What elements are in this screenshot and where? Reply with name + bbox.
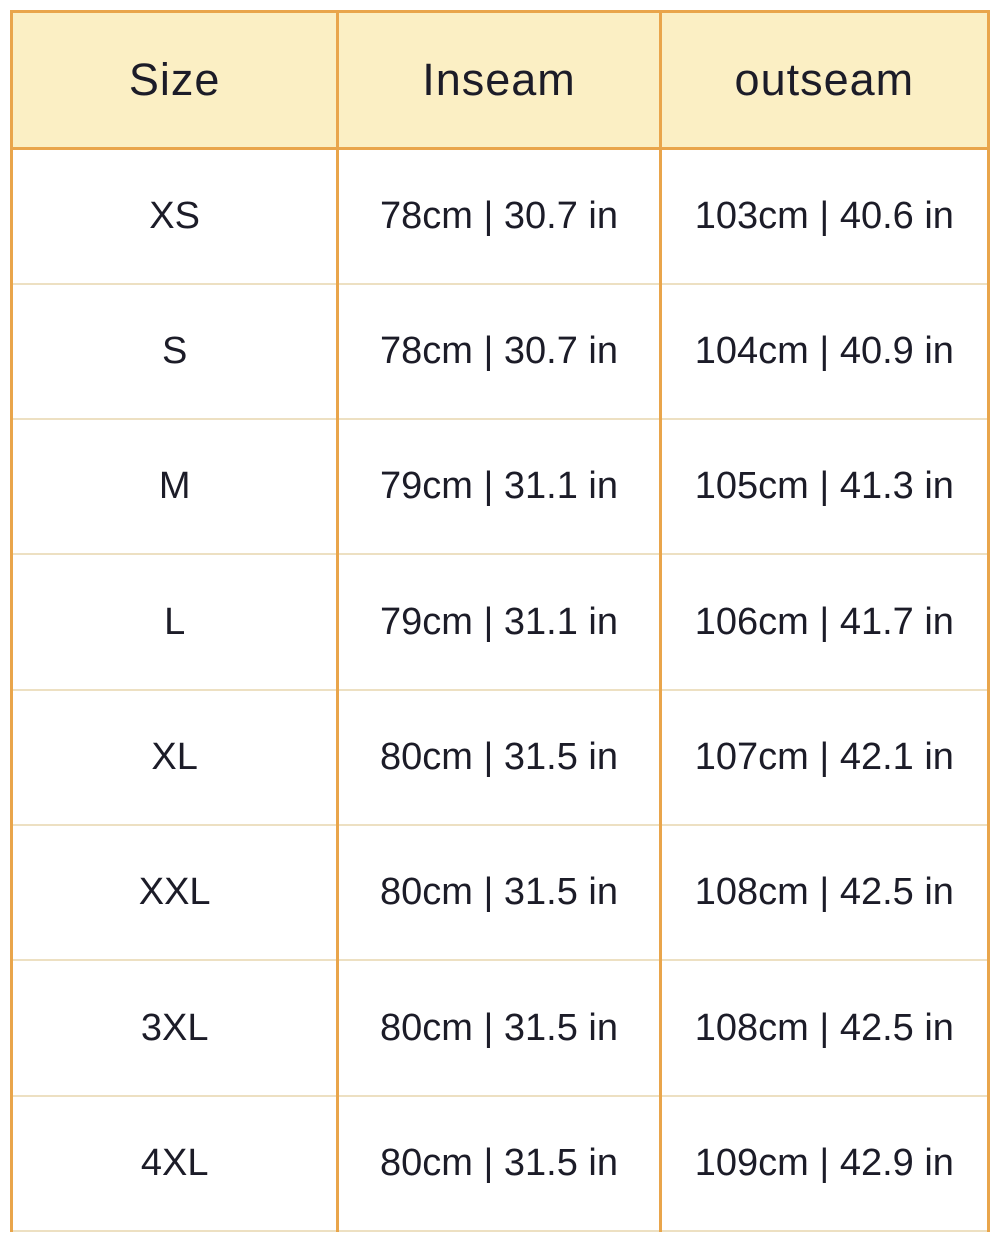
- size-cell: 4XL: [11, 1095, 338, 1231]
- inseam-cell: 78cm | 30.7 in: [336, 148, 661, 285]
- size-cell: 3XL: [11, 960, 338, 1097]
- column-header-inseam: Inseam: [336, 11, 661, 150]
- table-row: XS 78cm | 30.7 in 103cm | 40.6 in: [11, 148, 989, 285]
- table-row: 4XL 80cm | 31.5 in 109cm | 42.9 in: [11, 1095, 989, 1231]
- table-row: XXL 80cm | 31.5 in 108cm | 42.5 in: [11, 825, 989, 962]
- column-header-outseam: outseam: [658, 11, 989, 150]
- outseam-cell: 108cm | 42.5 in: [658, 825, 989, 962]
- size-chart-body: XS 78cm | 30.7 in 103cm | 40.6 in S 78cm…: [11, 148, 989, 1231]
- outseam-cell: 108cm | 42.5 in: [658, 960, 989, 1097]
- size-cell: M: [11, 419, 338, 556]
- inseam-cell: 79cm | 31.1 in: [336, 419, 661, 556]
- table-row: S 78cm | 30.7 in 104cm | 40.9 in: [11, 283, 989, 421]
- inseam-cell: 80cm | 31.5 in: [336, 960, 661, 1097]
- inseam-cell: 80cm | 31.5 in: [336, 1095, 661, 1231]
- size-chart-table: Size Inseam outseam XS 78cm | 30.7 in 10…: [10, 10, 990, 1232]
- inseam-cell: 80cm | 31.5 in: [336, 825, 661, 962]
- size-chart-header: Size Inseam outseam: [11, 11, 989, 150]
- header-row: Size Inseam outseam: [11, 11, 989, 150]
- outseam-cell: 103cm | 40.6 in: [658, 148, 989, 285]
- size-cell: XS: [11, 148, 338, 285]
- size-chart: Size Inseam outseam XS 78cm | 30.7 in 10…: [10, 10, 990, 1232]
- table-row: M 79cm | 31.1 in 105cm | 41.3 in: [11, 419, 989, 556]
- size-cell: XL: [11, 689, 338, 827]
- outseam-cell: 109cm | 42.9 in: [658, 1095, 989, 1231]
- outseam-cell: 104cm | 40.9 in: [658, 283, 989, 421]
- outseam-cell: 105cm | 41.3 in: [658, 419, 989, 556]
- size-cell: L: [11, 554, 338, 691]
- table-row: L 79cm | 31.1 in 106cm | 41.7 in: [11, 554, 989, 691]
- column-header-size: Size: [11, 11, 338, 150]
- table-row: 3XL 80cm | 31.5 in 108cm | 42.5 in: [11, 960, 989, 1097]
- inseam-cell: 78cm | 30.7 in: [336, 283, 661, 421]
- size-cell: XXL: [11, 825, 338, 962]
- size-cell: S: [11, 283, 338, 421]
- outseam-cell: 106cm | 41.7 in: [658, 554, 989, 691]
- inseam-cell: 79cm | 31.1 in: [336, 554, 661, 691]
- inseam-cell: 80cm | 31.5 in: [336, 689, 661, 827]
- table-row: XL 80cm | 31.5 in 107cm | 42.1 in: [11, 689, 989, 827]
- outseam-cell: 107cm | 42.1 in: [658, 689, 989, 827]
